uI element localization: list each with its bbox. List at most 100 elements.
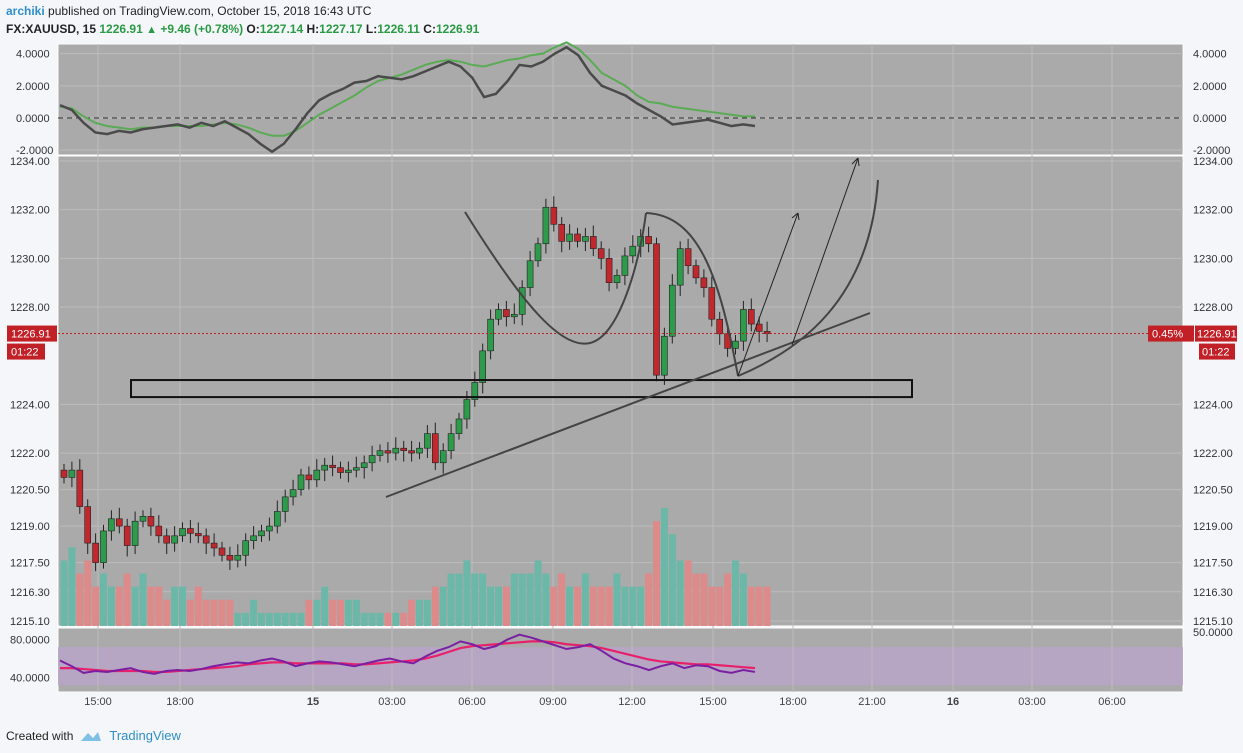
macd-tick-label-left: 2.0000: [16, 81, 50, 93]
volume-bar: [305, 599, 313, 626]
candle-body: [574, 233, 581, 242]
volume-bar: [60, 560, 68, 626]
price-tick-label-left: 1234.00: [10, 156, 50, 168]
time-tick-label: 18:00: [779, 696, 807, 708]
candle-body: [621, 255, 629, 276]
candle-body: [716, 318, 724, 335]
rsi-right-tick-label: 50.0000: [1193, 627, 1233, 639]
volume-bar: [684, 560, 692, 626]
candle-body: [416, 447, 423, 454]
arrowhead-icon: [791, 212, 800, 221]
volume-bar: [163, 599, 171, 626]
volume-bar: [265, 612, 273, 626]
symbol-label: FX:XAUUSD, 15: [6, 22, 97, 36]
volume-bar: [186, 599, 194, 626]
time-tick-label: 16: [947, 696, 959, 708]
price-tick-label-right: 1228.00: [1193, 302, 1233, 314]
candle-body: [226, 554, 234, 561]
candle-body: [352, 467, 360, 471]
candle-body: [234, 554, 242, 561]
author-link[interactable]: archiki: [6, 4, 45, 18]
time-tick-label: 21:00: [858, 696, 886, 708]
price-tick-label-right: 1215.10: [1193, 616, 1233, 628]
candle-body: [68, 469, 76, 478]
pct-label: 0.45%: [1152, 329, 1183, 341]
volume-bar: [273, 612, 281, 626]
volume-bar: [763, 586, 771, 626]
volume-bar: [755, 586, 763, 626]
price-tick-label-left: 1219.00: [10, 521, 50, 533]
price-tick-label-left: 1230.00: [10, 253, 50, 265]
volume-bar: [400, 612, 408, 626]
time-tick-label: 15:00: [699, 696, 727, 708]
candle-body: [684, 248, 692, 266]
candle-body: [76, 469, 84, 507]
candle-body: [368, 455, 376, 464]
macd-tick-label-right: -2.0000: [1193, 145, 1230, 157]
volume-bar: [526, 573, 534, 626]
volume-bar: [281, 612, 289, 626]
time-tick-label: 06:00: [458, 696, 486, 708]
volume-bar: [645, 573, 653, 626]
macd-tick-label-left: -2.0000: [16, 145, 53, 157]
candle-body: [116, 518, 123, 527]
time-tick-label: 03:00: [378, 696, 406, 708]
volume-bar: [202, 599, 210, 626]
volume-bar: [558, 573, 566, 626]
volume-bar: [431, 586, 439, 626]
candle-body: [629, 245, 637, 257]
candle-body: [60, 469, 68, 478]
candle-body: [376, 450, 384, 456]
pct-tag: [1148, 325, 1194, 342]
candle-body: [400, 447, 408, 451]
candle-body: [613, 275, 621, 283]
candle-body: [195, 533, 202, 537]
arrowhead-icon: [851, 157, 860, 167]
candle-body: [582, 236, 589, 242]
price-tick-label-left: 1217.50: [10, 558, 50, 570]
volume-bar: [155, 586, 163, 626]
candle-body: [661, 335, 668, 376]
candle-body: [258, 530, 265, 537]
volume-bar: [487, 586, 495, 626]
tradingview-brand[interactable]: TradingView: [109, 728, 181, 743]
time-tick-label: 15:00: [84, 696, 112, 708]
volume-bar: [107, 586, 115, 626]
volume-bar: [210, 599, 218, 626]
volume-bar: [653, 521, 660, 626]
volume-bar: [716, 586, 724, 626]
candle-body: [558, 223, 566, 242]
candle-body: [171, 535, 178, 544]
volume-bar: [76, 573, 84, 626]
candle-body: [510, 314, 518, 318]
last-price-label-left: 1226.91: [11, 329, 51, 341]
candle-body: [676, 248, 684, 286]
volume-bar: [439, 586, 447, 626]
candle-body: [487, 318, 494, 352]
macd-line: [59, 45, 756, 154]
volume-bar: [534, 560, 542, 626]
volume-bar: [313, 599, 321, 626]
price-tick-label-right: 1216.30: [1193, 587, 1233, 599]
price-tick-label-left: 1228.00: [10, 302, 50, 314]
volume-bar: [408, 599, 416, 626]
volume-bar: [692, 573, 700, 626]
price-tick-label-left: 1232.00: [10, 205, 50, 217]
projection-arrow-2: [791, 157, 859, 346]
volume-bar: [574, 586, 581, 626]
macd-tick-label-left: 0.0000: [16, 113, 50, 125]
volume-bar: [668, 534, 676, 626]
volume-bar: [84, 560, 92, 626]
candle-body: [297, 474, 305, 490]
candle-body: [692, 265, 700, 279]
volume-bar: [605, 586, 613, 626]
price-tick-label-left: 1222.00: [10, 448, 50, 460]
candle-body: [384, 450, 392, 454]
rsi-tick-label: 80.0000: [10, 634, 50, 646]
high-value: 1227.17: [319, 22, 363, 36]
time-tick-label: 12:00: [618, 696, 646, 708]
volume-bar: [621, 586, 629, 626]
volume-bar: [479, 573, 487, 626]
candle-body: [392, 447, 400, 454]
